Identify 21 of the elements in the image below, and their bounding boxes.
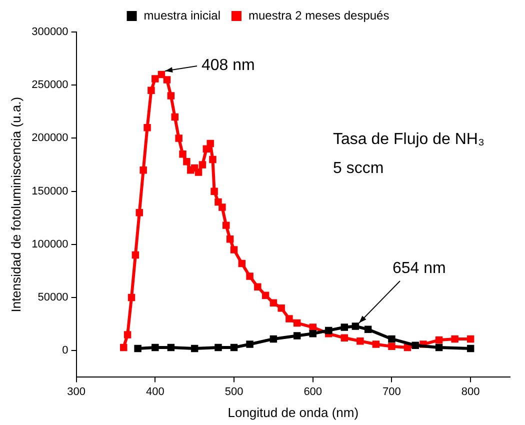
y-tick-label: 150000 bbox=[32, 185, 68, 198]
x-axis-title: Longitud de onda (nm) bbox=[228, 404, 359, 420]
x-tick-label: 700 bbox=[382, 386, 401, 398]
annotation: 654 nm bbox=[392, 260, 446, 278]
annotation: 5 sccm bbox=[333, 160, 384, 178]
y-tick-label: 50000 bbox=[38, 292, 68, 304]
x-tick-label: 500 bbox=[224, 386, 244, 398]
legend-label: muestra 2 meses después bbox=[248, 8, 390, 22]
x-tick-label: 300 bbox=[67, 386, 86, 398]
annotation: Tasa de Flujo de NH₃ bbox=[333, 131, 484, 149]
y-tick-label: 100000 bbox=[32, 238, 68, 250]
y-axis-title: Intensidad de fotoluminiscencia (u.a.) bbox=[8, 96, 24, 312]
annotation: 408 nm bbox=[201, 57, 255, 76]
y-tick-label: 0 bbox=[62, 344, 68, 357]
y-tick-label: 300000 bbox=[32, 26, 68, 38]
legend-label: muestra inicial bbox=[144, 8, 220, 22]
y-tick-label: 250000 bbox=[32, 79, 68, 92]
x-tick-label: 400 bbox=[146, 386, 164, 398]
x-tick-label: 800 bbox=[461, 386, 480, 398]
y-tick-label: 200000 bbox=[32, 132, 68, 144]
x-tick-label: 600 bbox=[304, 386, 322, 398]
